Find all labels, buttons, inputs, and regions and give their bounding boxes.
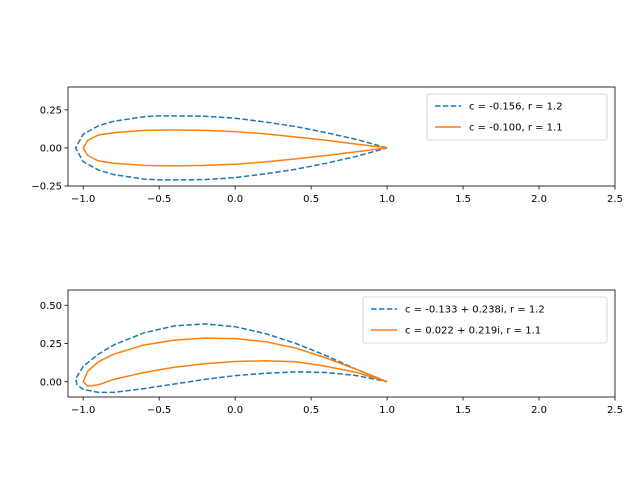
axes-frame	[67, 86, 616, 187]
x-tick-label: −0.5	[147, 405, 171, 416]
y-tick-label: 0.50	[40, 301, 62, 312]
x-tick-label: 2.5	[607, 405, 623, 416]
x-tick-label: 0.0	[227, 405, 243, 416]
x-tick-label: −1.0	[71, 405, 95, 416]
x-tick-label: 1.0	[379, 194, 395, 205]
x-tick-label: 0.5	[303, 405, 319, 416]
legend: c = -0.156, r = 1.2 c = -0.100, r = 1.1	[426, 93, 608, 141]
series-line-1	[82, 129, 388, 167]
x-tick-label: 0.0	[227, 194, 243, 205]
legend-label-0: c = -0.133 + 0.238i, r = 1.2	[405, 305, 545, 316]
legend-frame	[362, 296, 608, 344]
legend-label-0: c = -0.156, r = 1.2	[469, 102, 563, 113]
x-tick-label: 2.0	[531, 194, 547, 205]
x-tick-label: 1.5	[455, 405, 471, 416]
x-tick-label: 1.5	[455, 194, 471, 205]
y-tick-label: 0.25	[40, 105, 62, 116]
legend-label-1: c = 0.022 + 0.219i, r = 1.1	[405, 326, 541, 337]
axes-top: −1.0 −0.5 0.0 0.5 1.0 1.5 2.0 2.5 −0.25 0.00 0.25 c…	[31, 86, 623, 205]
legend-label-1: c = -0.100, r = 1.1	[469, 123, 563, 134]
series-line-1	[82, 337, 388, 388]
legend-frame	[426, 93, 608, 141]
x-tick-label: 1.0	[379, 405, 395, 416]
x-tick-label: −1.0	[71, 194, 95, 205]
x-tick-label: 2.5	[607, 194, 623, 205]
series-line-0	[74, 115, 388, 181]
y-tick-label: 0.00	[40, 144, 62, 155]
legend: c = -0.133 + 0.238i, r = 1.2 c = 0.022 + …	[362, 296, 608, 344]
x-tick-label: −0.5	[147, 194, 171, 205]
y-tick-label: −0.25	[31, 182, 62, 193]
y-tick-label: 0.25	[40, 339, 62, 350]
x-tick-label: 2.0	[531, 405, 547, 416]
y-tick-label: 0.00	[40, 377, 62, 388]
x-tick-label: 0.5	[303, 194, 319, 205]
series-line-0	[74, 323, 388, 394]
axes-bottom: −1.0 −0.5 0.0 0.5 1.0 1.5 2.0 2.5 0.00 0.25 0.50 c …	[40, 289, 623, 416]
